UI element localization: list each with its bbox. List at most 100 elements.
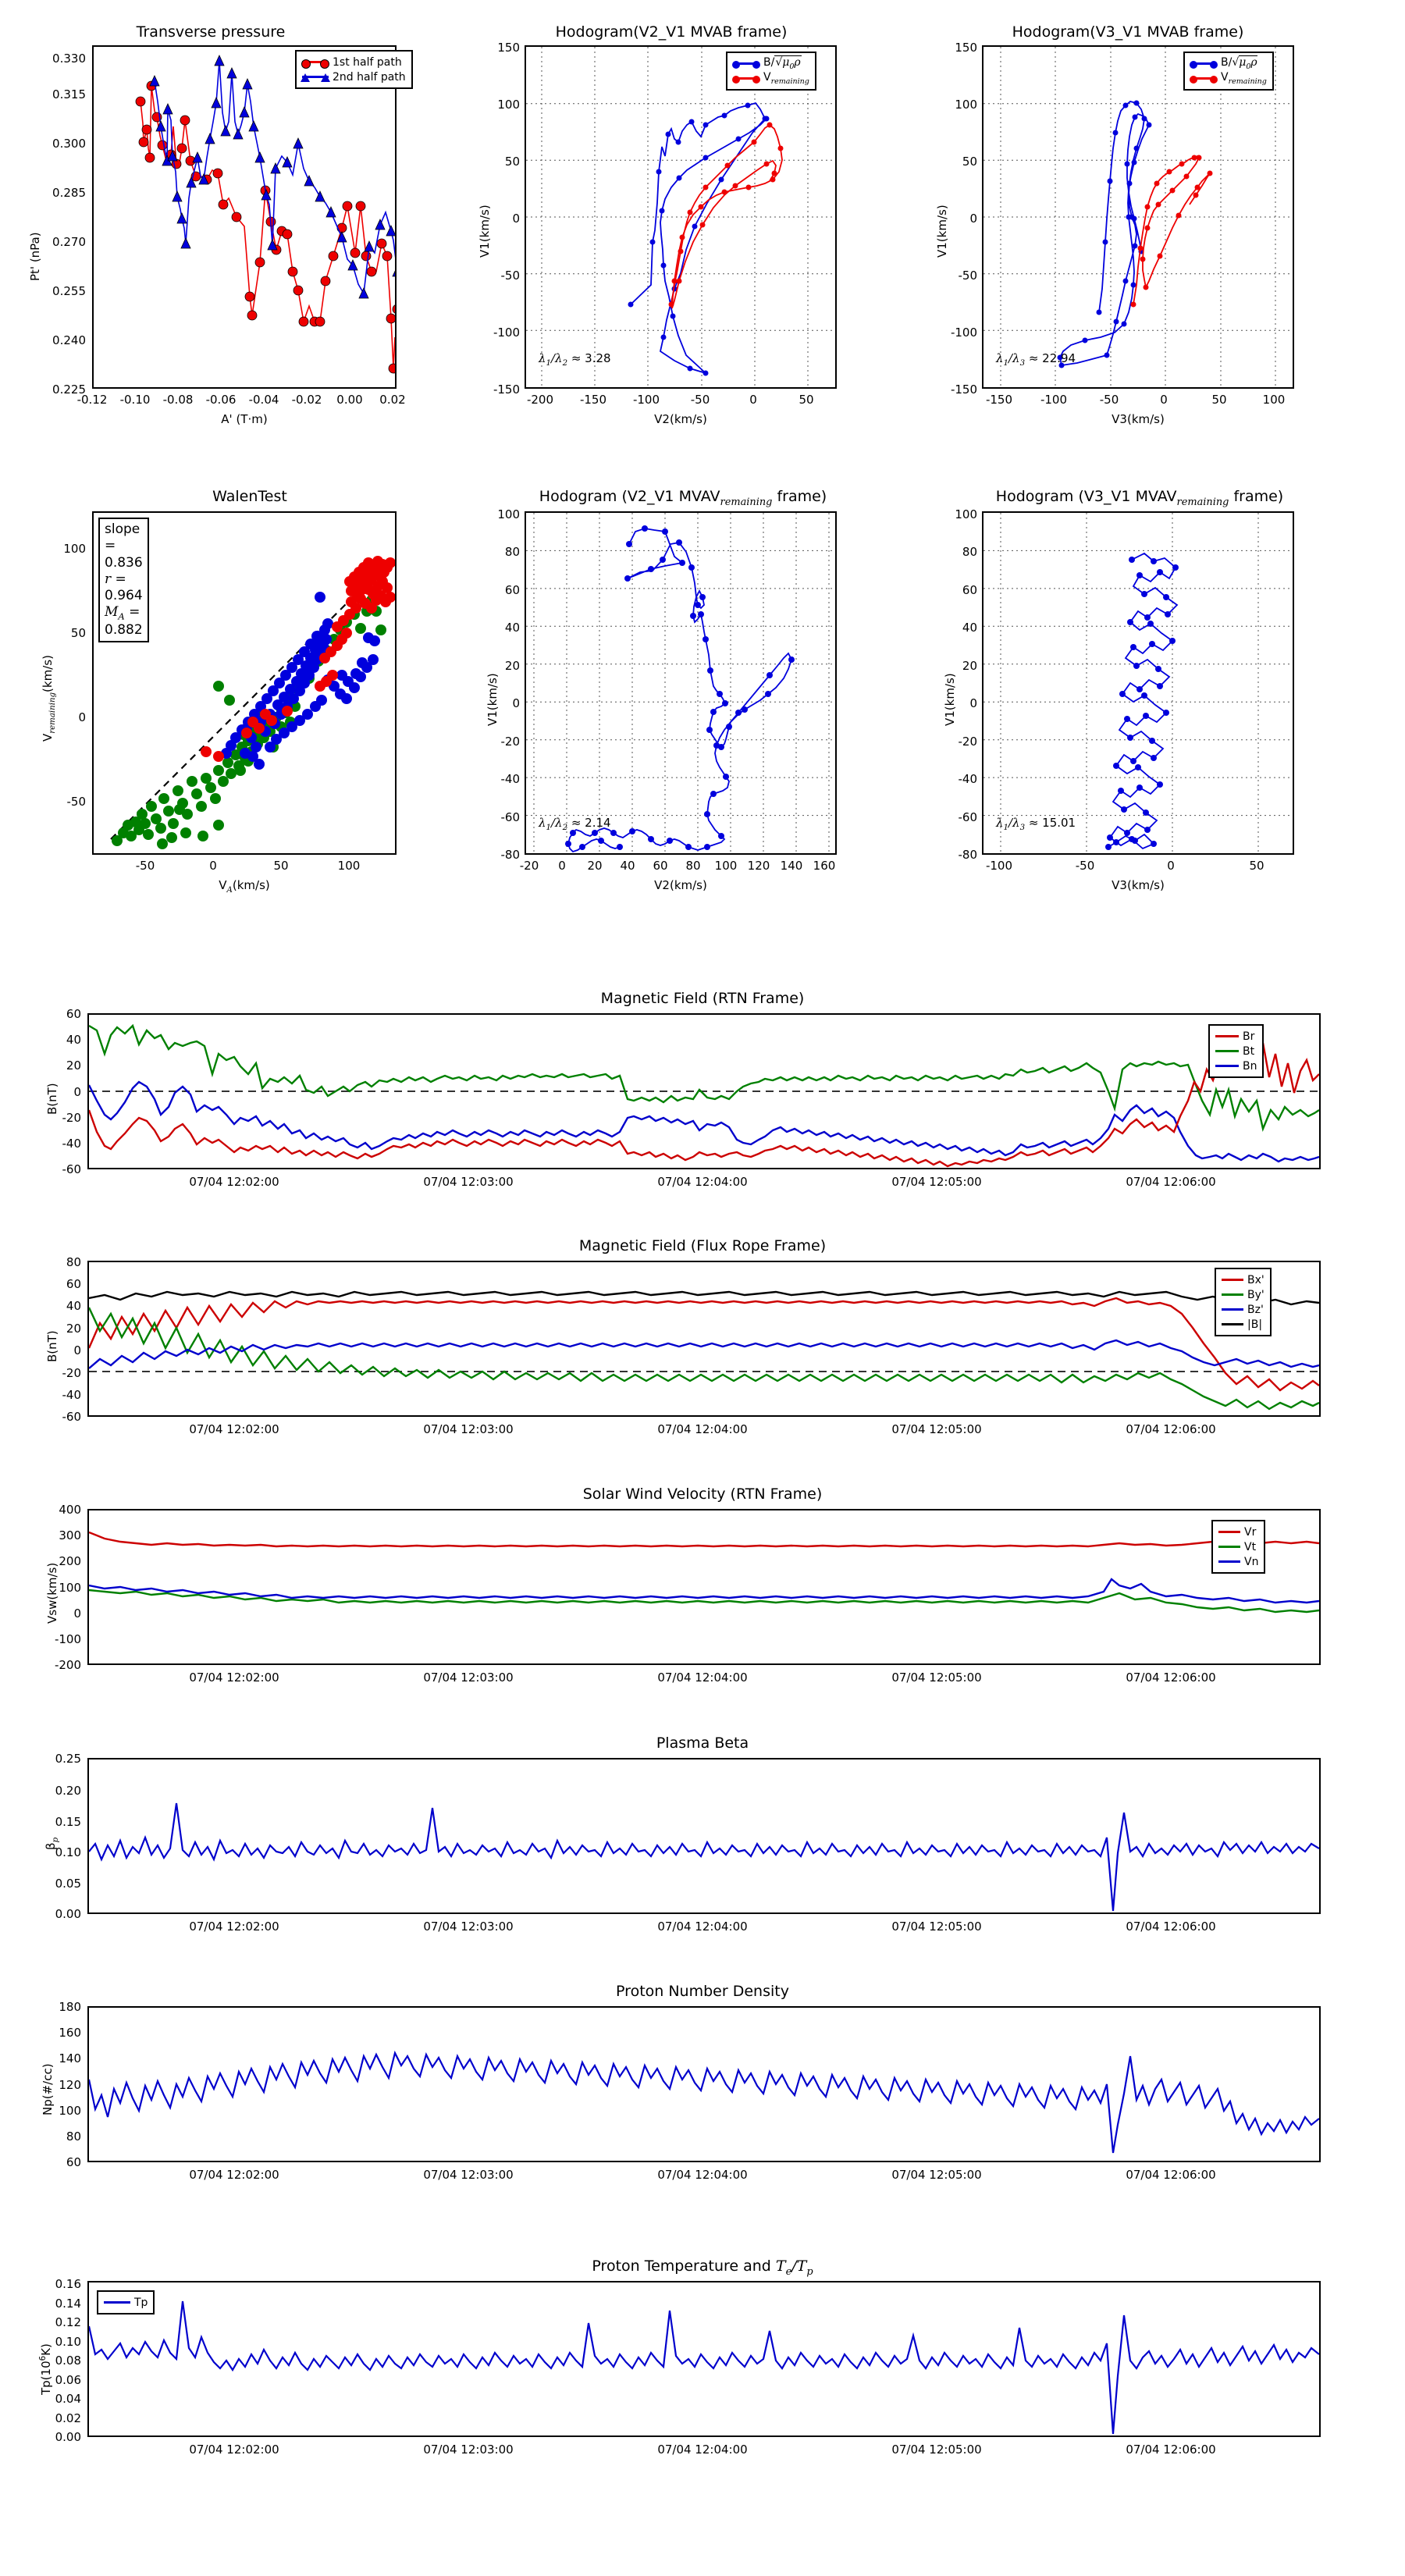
y-tick: -60 (958, 810, 978, 824)
legend-label: Bt (1243, 1044, 1255, 1058)
time-tick: 07/04 12:04:00 (657, 1422, 748, 1436)
pnd-plot (89, 2050, 1319, 2154)
plot-area (982, 511, 1294, 855)
time-tick: 07/04 12:05:00 (891, 1422, 982, 1436)
y-tick: 0.10 (55, 1845, 81, 1859)
y-tick: 50 (504, 155, 520, 169)
time-tick: 07/04 12:02:00 (189, 1920, 279, 1934)
legend-transverse-pressure[interactable]: 1st half path 2nd half path (295, 50, 413, 89)
legend-row: Bz' (1222, 1302, 1264, 1317)
y-tick: 0.05 (55, 1877, 81, 1891)
legend-swatch-vt (1218, 1546, 1240, 1548)
time-tick: 07/04 12:04:00 (657, 1920, 748, 1934)
legend-row: By' (1222, 1287, 1264, 1302)
y-tick: 0.255 (52, 284, 86, 298)
y-tick: 300 (59, 1528, 81, 1542)
y-tick: 0.225 (52, 382, 86, 397)
legend-row: Vremaining (732, 71, 809, 86)
legend-swatch-vremaining (732, 76, 760, 84)
legend-hodogram2[interactable]: B/√μ0ρ Vremaining (1183, 52, 1274, 91)
plot-area (525, 511, 837, 855)
legend-swatch-bn (1215, 1065, 1239, 1067)
y-tick: -50 (958, 269, 978, 283)
x-tick: 0 (558, 859, 566, 873)
y-tick: -60 (62, 1162, 82, 1176)
legend-row: Vremaining (1190, 71, 1267, 86)
time-tick: 07/04 12:03:00 (423, 1422, 514, 1436)
panel-title: Hodogram(V2_V1 MVAB frame) (555, 23, 788, 41)
y-tick: -20 (62, 1366, 82, 1380)
legend-swatch-bmag (1222, 1323, 1243, 1325)
y-tick: -80 (500, 848, 521, 862)
legend-label: Tp (134, 2296, 148, 2309)
x-tick: -150 (985, 393, 1013, 407)
legend-swatch-b-alfven (1190, 61, 1218, 69)
y-tick: -150 (950, 382, 977, 397)
y-tick: 180 (59, 2000, 81, 2014)
legend-label: Vn (1244, 1555, 1259, 1568)
y-tick: 0.20 (55, 1784, 81, 1798)
legend-label: Bz' (1247, 1303, 1264, 1316)
time-tick: 07/04 12:02:00 (189, 1175, 279, 1189)
y-tick: 0.06 (55, 2373, 81, 2387)
eigenvalue-ratio-annotation: λ1/λ3 ≈ 15.01 (996, 816, 1076, 832)
y-tick: 0.25 (55, 1752, 81, 1766)
legend-row: Bn (1215, 1059, 1257, 1073)
y-tick: 0.10 (55, 2335, 81, 2349)
y-tick: -150 (493, 382, 520, 397)
legend-row: Bx' (1222, 1272, 1264, 1287)
x-tick: -150 (579, 393, 607, 407)
y-tick: 60 (962, 583, 977, 597)
legend-label-b-alfven: B/√μ0ρ (763, 55, 802, 71)
y-tick: 60 (66, 1277, 81, 1291)
legend-label: Bn (1243, 1059, 1257, 1073)
legend-hodogram1[interactable]: B/√μ0ρ Vremaining (726, 52, 816, 91)
x-tick: -100 (1040, 393, 1068, 407)
x-tick: 50 (799, 393, 814, 407)
y-tick: 150 (497, 41, 520, 55)
y-tick: -50 (66, 795, 87, 809)
legend-label-vremaining: Vremaining (1221, 71, 1267, 86)
x-tick: 50 (273, 859, 289, 873)
plot-area (87, 1013, 1321, 1169)
legend-row: Vt (1218, 1539, 1258, 1554)
y-tick: 400 (59, 1503, 81, 1517)
y-tick: 40 (504, 621, 520, 635)
time-tick: 07/04 12:03:00 (423, 2168, 514, 2182)
swv-plot (89, 1531, 1319, 1614)
legend-swatch-1st-half (301, 59, 329, 69)
legend-proton-temp[interactable]: Tp (97, 2290, 155, 2314)
y-tick: 200 (59, 1554, 81, 1568)
y-tick: 0.08 (55, 2354, 81, 2368)
time-tick: 07/04 12:04:00 (657, 2443, 748, 2457)
legend-label-b-alfven: B/√μ0ρ (1221, 55, 1257, 71)
y-tick: 0.14 (55, 2297, 81, 2311)
legend-label: 2nd half path (333, 70, 406, 84)
x-tick: -0.02 (291, 393, 322, 407)
legend-row: Vn (1218, 1554, 1258, 1569)
legend-row: Vr (1218, 1525, 1258, 1539)
time-tick: 07/04 12:02:00 (189, 2168, 279, 2182)
x-tick: 40 (620, 859, 635, 873)
y-tick: 20 (66, 1322, 81, 1336)
y-tick: 0.00 (55, 1907, 81, 1921)
y-tick: 0.02 (55, 2411, 81, 2425)
time-tick: 07/04 12:02:00 (189, 2443, 279, 2457)
y-tick: 0.240 (52, 333, 86, 347)
y-tick: -80 (958, 848, 978, 862)
y-tick: 140 (59, 2051, 81, 2065)
legend-mf-fluxrope[interactable]: Bx' By' Bz' |B| (1215, 1268, 1272, 1336)
legend-swatch-vr (1218, 1531, 1240, 1533)
y-tick: -40 (958, 772, 978, 786)
panel-title: Proton Temperature and Te/Tp (592, 2258, 813, 2278)
legend-mf-rtn[interactable]: Br Bt Bn (1208, 1024, 1264, 1078)
panel-title: Magnetic Field (Flux Rope Frame) (578, 1237, 827, 1254)
y-axis-label: Tp(106K) (39, 2343, 53, 2395)
y-tick: -60 (500, 810, 521, 824)
legend-swatch-by (1222, 1293, 1243, 1296)
y-tick: 0.315 (52, 87, 86, 101)
y-tick: 150 (955, 41, 977, 55)
legend-swv[interactable]: Vr Vt Vn (1211, 1520, 1266, 1574)
plot-area (87, 2281, 1321, 2437)
time-tick: 07/04 12:04:00 (657, 2168, 748, 2182)
